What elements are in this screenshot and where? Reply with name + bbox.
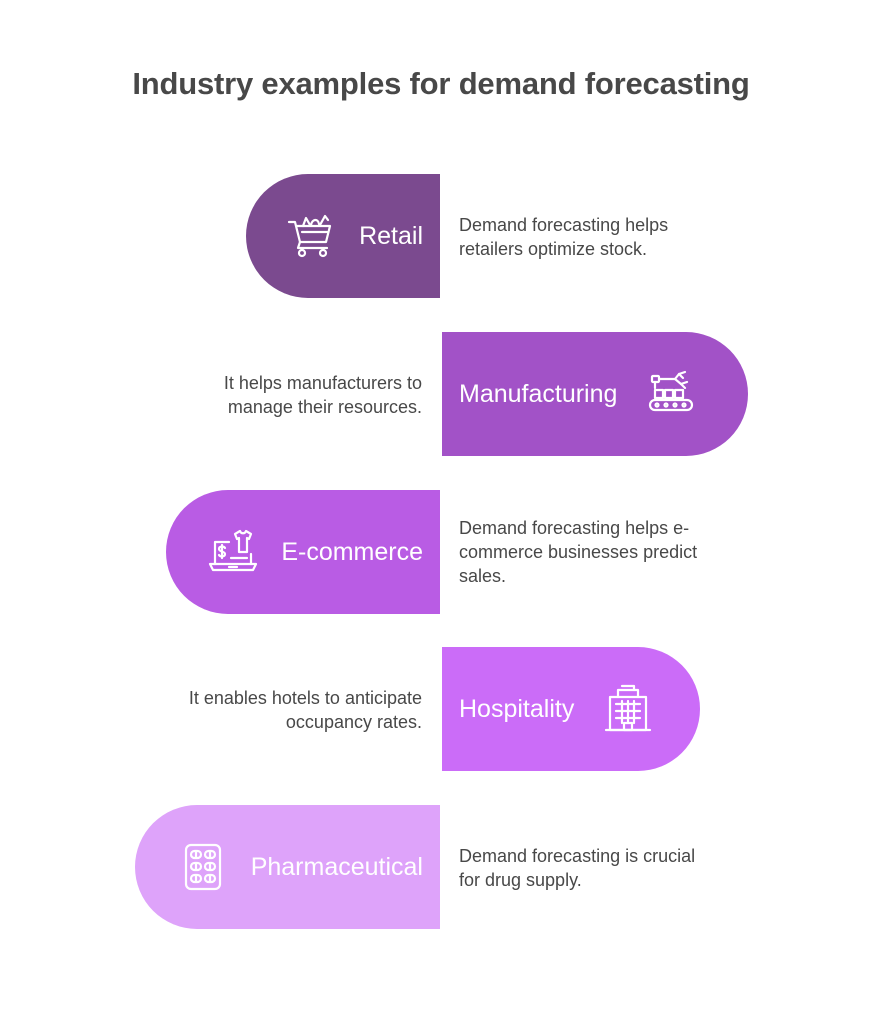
description-line: Demand forecasting is crucial xyxy=(459,846,696,866)
description-line: for drug supply. xyxy=(459,870,582,890)
pill-blister-pack-icon xyxy=(177,841,229,893)
description-manufacturing: It helps manufacturers to manage their r… xyxy=(122,371,422,419)
pill-label-manufacturing: Manufacturing xyxy=(459,379,618,408)
pill-pharmaceutical: Pharmaceutical xyxy=(135,805,440,929)
description-line: manage their resources. xyxy=(227,397,422,417)
pill-label-hospitality: Hospitality xyxy=(459,694,575,723)
description-hospitality: It enables hotels to anticipate occupanc… xyxy=(122,686,422,734)
description-line: sales. xyxy=(459,566,507,586)
description-ecommerce: Demand forecasting helps e- commerce bus… xyxy=(459,516,749,588)
hotel-building-icon xyxy=(602,683,654,735)
description-retail: Demand forecasting helps retailers optim… xyxy=(459,213,749,261)
page-title: Industry examples for demand forecasting xyxy=(132,66,750,101)
laptop-shopping-icon xyxy=(207,526,259,578)
pill-label-retail: Retail xyxy=(359,221,423,250)
description-line: occupancy rates. xyxy=(285,712,422,732)
description-pharmaceutical: Demand forecasting is crucial for drug s… xyxy=(459,844,749,892)
description-line: retailers optimize stock. xyxy=(459,239,648,259)
pill-label-pharmaceutical: Pharmaceutical xyxy=(250,852,423,881)
robotic-arm-conveyor-icon xyxy=(645,368,697,420)
description-line: Demand forecasting helps xyxy=(459,215,669,235)
description-line: Demand forecasting helps e- xyxy=(459,518,690,538)
pill-manufacturing: Manufacturing xyxy=(442,332,748,456)
description-line: It helps manufacturers to xyxy=(223,373,422,393)
pill-label-ecommerce: E-commerce xyxy=(281,537,423,566)
pill-retail: Retail xyxy=(246,174,440,298)
pill-ecommerce: E-commerce xyxy=(166,490,440,614)
description-line: commerce businesses predict xyxy=(459,542,698,562)
pill-hospitality: Hospitality xyxy=(442,647,700,771)
description-line: It enables hotels to anticipate xyxy=(188,688,422,708)
shopping-cart-icon xyxy=(285,210,337,262)
